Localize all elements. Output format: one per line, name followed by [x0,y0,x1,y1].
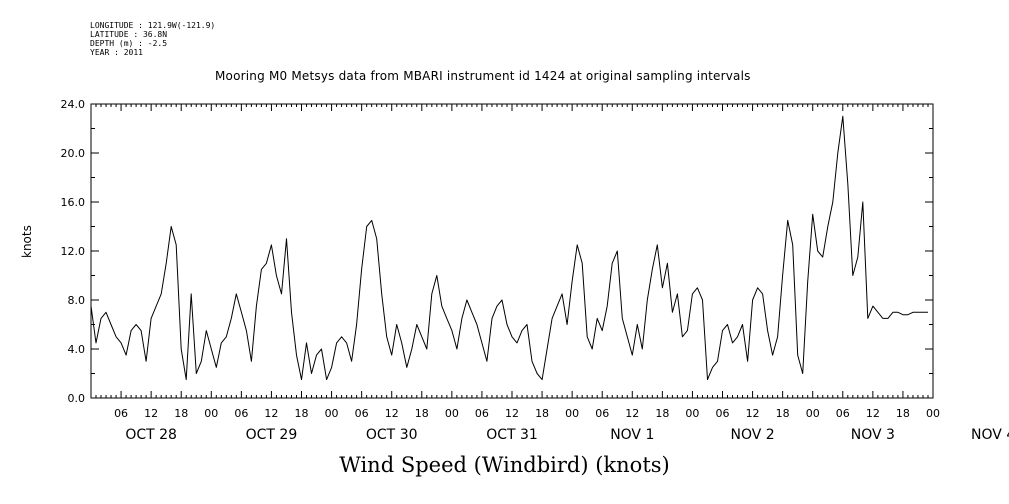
x-day-label: OCT 29 [246,427,298,443]
x-hour-label: 06 [716,407,730,420]
x-hour-label: 18 [896,407,910,420]
chart-title: Mooring M0 Metsys data from MBARI instru… [215,69,751,83]
x-hour-label: 06 [475,407,489,420]
x-axis-title: Wind Speed (Windbird) (knots) [339,453,670,477]
x-hour-label: 00 [325,407,339,420]
x-hour-label: 06 [595,407,609,420]
year-text: YEAR : 2011 [90,48,143,57]
x-hour-label: 12 [144,407,158,420]
x-hour-label: 12 [385,407,399,420]
x-day-label: OCT 30 [366,427,418,443]
y-tick-label: 20.0 [61,147,86,160]
longitude-text: LONGITUDE : 121.9W(-121.9) [90,21,216,30]
depth-text: DEPTH (m) : -2.5 [90,39,168,48]
x-hour-label: 18 [535,407,549,420]
y-tick-label: 0.0 [68,392,86,405]
x-hour-label: 18 [776,407,790,420]
x-hour-label: 06 [234,407,248,420]
y-tick-label: 24.0 [61,98,86,111]
x-hour-label: 06 [355,407,369,420]
x-day-label: OCT 28 [125,427,177,443]
x-hour-label: 00 [806,407,820,420]
y-tick-label: 12.0 [61,245,86,258]
x-hour-label: 18 [295,407,309,420]
x-hour-label: 00 [926,407,940,420]
x-hour-label: 00 [204,407,218,420]
x-hour-label: 12 [746,407,760,420]
x-hour-label: 18 [415,407,429,420]
y-tick-label: 8.0 [68,294,86,307]
y-tick-label: 16.0 [61,196,86,209]
x-hour-label: 00 [565,407,579,420]
x-hour-label: 00 [445,407,459,420]
x-hour-label: 12 [625,407,639,420]
x-hour-label: 12 [264,407,278,420]
x-day-label: NOV 1 [610,427,654,443]
x-hour-label: 06 [836,407,850,420]
metadata-block: LONGITUDE : 121.9W(-121.9) LATITUDE : 36… [90,21,215,57]
x-hour-label: 18 [655,407,669,420]
x-day-label: NOV 3 [851,427,895,443]
x-hour-label: 18 [174,407,188,420]
x-day-label: NOV 2 [730,427,774,443]
x-day-label: OCT 31 [486,427,538,443]
plot-frame [90,103,934,399]
latitude-text: LATITUDE : 36.8N [90,30,168,39]
x-hour-label: 06 [114,407,128,420]
y-tick-label: 4.0 [68,343,86,356]
x-hour-label: 00 [685,407,699,420]
x-hour-label: 12 [866,407,880,420]
wind-speed-series-line [90,115,928,381]
x-hour-label: 12 [505,407,519,420]
x-day-label: NOV 4 [971,427,1009,443]
